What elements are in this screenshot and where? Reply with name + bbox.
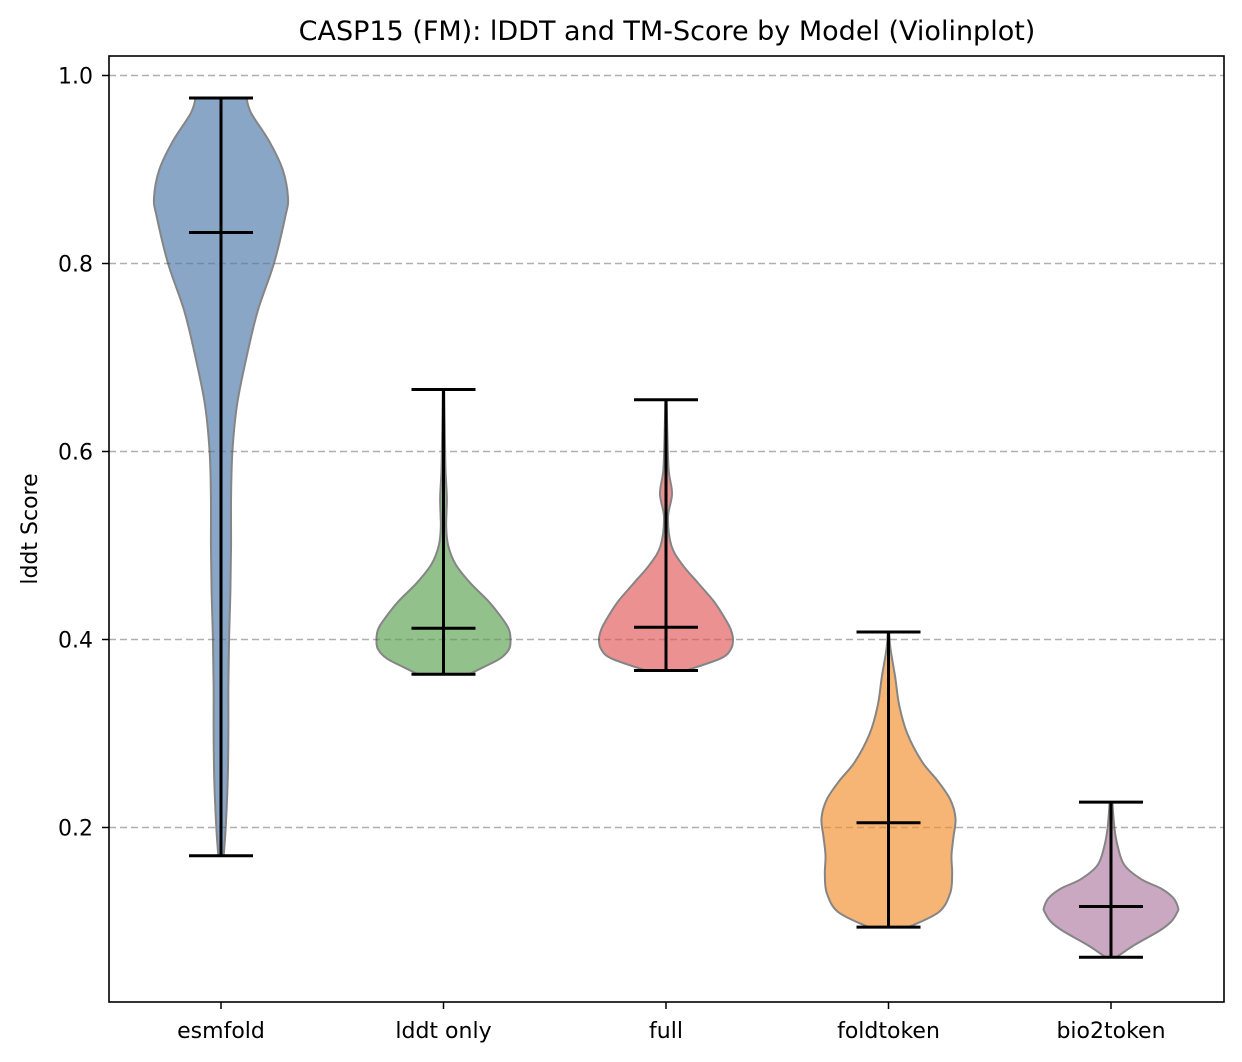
y-tick-label: 0.8 [58,253,93,278]
x-tick-label: full [649,1019,683,1044]
stat-lines [189,96,1143,959]
y-tick-label: 0.4 [58,629,93,654]
x-tick-label: lddt only [395,1019,491,1044]
y-tick-label: 0.2 [58,817,93,842]
y-tick-label: 1.0 [58,65,93,90]
y-axis-label: lddt Score [18,473,43,584]
y-axis: 0.2 0.4 0.6 0.8 1.0 [58,65,109,842]
grid-lines [109,74,1224,829]
chart-title: CASP15 (FM): lDDT and TM-Score by Model … [299,16,1036,47]
y-tick-label: 0.6 [58,441,93,466]
x-tick-label: foldtoken [837,1019,940,1044]
x-axis: esmfold lddt only full foldtoken bio2token [177,1002,1166,1044]
x-tick-label: esmfold [177,1019,265,1044]
x-tick-label: bio2token [1056,1019,1165,1044]
